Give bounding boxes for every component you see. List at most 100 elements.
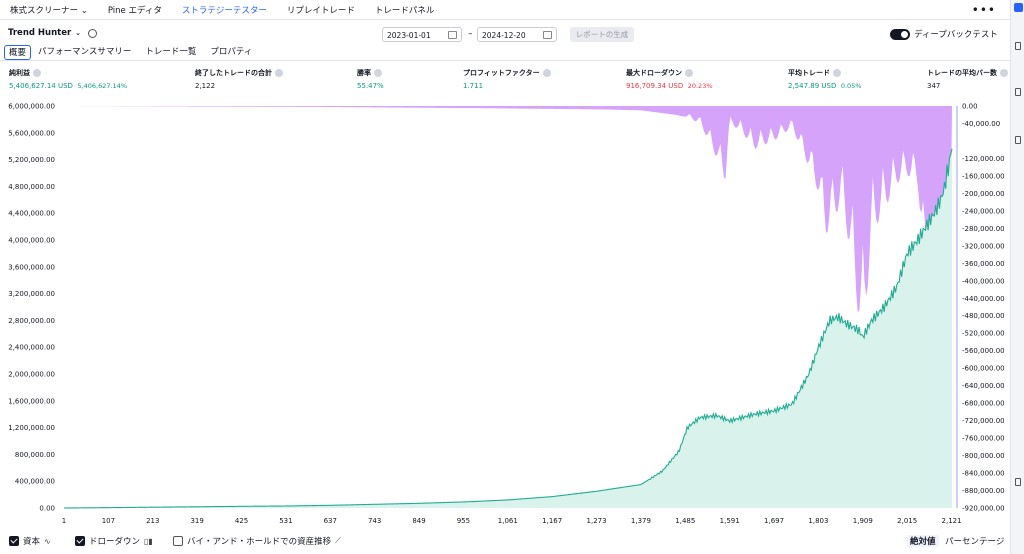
date-to-value: 2024-12-20 [482,31,526,40]
strategy-name: Trend Hunter [8,28,72,38]
y-axis-left-tick: 1,600,000.00 [8,397,55,405]
stat-closed-trades: 終了したトレードの合計 2,122 [195,68,283,90]
date-from-field[interactable]: 2023-01-01 [382,27,462,42]
y-axis-left-tick: 0.00 [39,505,55,513]
tab-performance-summary[interactable]: パフォーマンスサマリー [38,46,132,57]
y-axis-right-tick: -320,000.00 [962,242,1005,250]
stats-row: 純利益 5,406,627.14 USD 5,406,627.14% 終了したト… [0,68,1010,98]
x-axis-tick: 1,591 [720,517,740,525]
stat-label: 平均トレード [788,69,830,77]
tab-properties[interactable]: プロパティ [210,46,253,57]
percentage-toggle[interactable]: パーセンテージ [945,537,1005,547]
info-icon[interactable] [833,69,841,77]
strategy-toolbar: Trend Hunter ⌄ 2023-01-01 – 2024-12-20 レ… [0,24,1010,44]
y-axis-right-tick: -840,000.00 [962,470,1005,478]
tab-pine-editor[interactable]: Pine エディタ [107,5,162,16]
more-options-icon[interactable]: ••• [971,2,996,17]
legend-buy-hold[interactable]: バイ・アンド・ホールドでの資産推移 ⟋ [173,535,341,547]
chevron-down-icon: ⌄ [75,29,82,37]
x-axis-tick: 955 [457,517,470,525]
y-axis-left-tick: 4,000,000.00 [8,237,55,245]
x-axis-tick: 1,697 [764,517,784,525]
y-axis-left-tick: 2,400,000.00 [8,344,55,352]
x-axis-tick: 849 [412,517,425,525]
chevron-down-icon: ⌄ [80,5,88,16]
checkbox-drawdown[interactable] [75,536,85,546]
generate-report-button[interactable]: レポートの生成 [570,27,634,42]
deep-backtest-control[interactable]: ディープバックテスト [890,28,998,40]
panel-icon[interactable] [1015,478,1021,486]
calendar-icon[interactable] [448,31,457,39]
info-icon[interactable] [542,69,551,77]
info-icon[interactable] [374,69,382,77]
panel-badge-icon[interactable] [1014,3,1023,12]
x-axis-tick: 1,803 [808,517,828,525]
y-axis-right-tick: -40,000.00 [962,120,1000,128]
y-axis-left-tick: 3,600,000.00 [8,263,55,271]
deep-backtest-label: ディープバックテスト [914,30,998,40]
checkbox-buy-hold[interactable] [173,536,183,546]
y-axis-right-tick: -480,000.00 [962,312,1005,320]
date-to-field[interactable]: 2024-12-20 [477,27,557,42]
stat-value: 5,406,627.14 USD [9,82,73,90]
equity-drawdown-chart[interactable]: 6,000,000.00 5,600,000.00 5,200,000.00 4,80… [0,100,1010,532]
x-axis-tick: 1 [62,517,66,525]
stat-average-trade: 平均トレード 2,547.89 USD 0.05% [788,68,861,90]
y-axis-left-tick: 1,200,000.00 [8,424,55,432]
equity-area [64,148,952,509]
calendar-icon[interactable] [543,31,552,39]
stat-value: 2,547.89 USD [788,82,837,90]
strategy-selector[interactable]: Trend Hunter ⌄ [8,28,98,38]
y-axis-left-tick: 5,200,000.00 [8,156,55,164]
settings-icon[interactable] [88,28,98,38]
absolute-toggle[interactable]: 絶対値 [907,535,939,547]
info-icon[interactable] [1000,69,1008,77]
legend-drawdown[interactable]: ドローダウン ▯▮ [75,535,153,547]
panel-icon[interactable] [1015,136,1021,144]
stat-win-rate: 勝率 55.47% [357,68,384,90]
tab-replay-trading[interactable]: リプレイトレード [286,5,355,16]
stat-label: 最大ドローダウン [626,69,682,77]
legend-equity[interactable]: 資本 ∿ [9,535,51,547]
tab-overview[interactable]: 概要 [4,44,32,60]
line-chart-icon: ∿ [44,536,51,546]
chart-svg: 6,000,000.00 5,600,000.00 5,200,000.00 4,80… [8,103,1005,526]
stat-label: 純利益 [9,69,30,77]
y-axis-left-tick: 4,800,000.00 [8,183,55,191]
y-axis-left-tick: 400,000.00 [15,478,55,486]
x-axis-tick: 637 [324,517,337,525]
x-axis-tick: 1,485 [675,517,695,525]
tab-trade-list[interactable]: トレード一覧 [145,46,197,57]
stat-value: 916,709.34 USD [626,82,684,90]
stat-sub: 0.05% [840,82,862,90]
equity-line [63,148,953,509]
x-axis-tick: 319 [190,517,203,525]
y-axis-right-tick: 0.00 [962,103,978,111]
tab-stock-screener[interactable]: 株式スクリーナー ⌄ [0,4,98,16]
y-axis-right-tick: -760,000.00 [962,435,1005,443]
stat-label: 終了したトレードの合計 [195,69,272,77]
x-axis-tick: 743 [368,517,381,525]
tab-trading-panel[interactable]: トレードパネル [374,5,435,16]
info-icon[interactable] [33,69,41,77]
panel-icon[interactable] [1015,42,1021,50]
y-axis-right-tick: -200,000.00 [962,190,1005,198]
tab-strategy-tester[interactable]: ストラテジーテスター [181,5,267,16]
x-axis-tick: 107 [102,517,115,525]
y-axis-right-tick: -440,000.00 [962,295,1005,303]
panel-icon[interactable] [1015,88,1021,96]
y-axis-left-tick: 5,600,000.00 [8,129,55,137]
info-icon[interactable] [685,69,693,77]
checkbox-equity[interactable] [9,536,19,546]
info-icon[interactable] [275,69,283,77]
x-axis-tick: 531 [279,517,292,525]
x-axis-tick: 1,379 [631,517,651,525]
stat-label: トレードの平均バー数 [927,69,997,77]
report-tabs: 概要 パフォーマンスサマリー トレード一覧 プロパティ [0,44,1010,61]
y-axis-left-tick: 6,000,000.00 [8,103,55,111]
y-axis-right-tick: -640,000.00 [962,382,1005,390]
x-axis-tick: 213 [146,517,159,525]
chart-legend: 資本 ∿ ドローダウン ▯▮ バイ・アンド・ホールドでの資産推移 ⟋ 絶対値 パ… [0,532,1010,552]
y-axis-left-tick: 4,400,000.00 [8,210,55,218]
deep-backtest-toggle[interactable] [890,28,910,40]
